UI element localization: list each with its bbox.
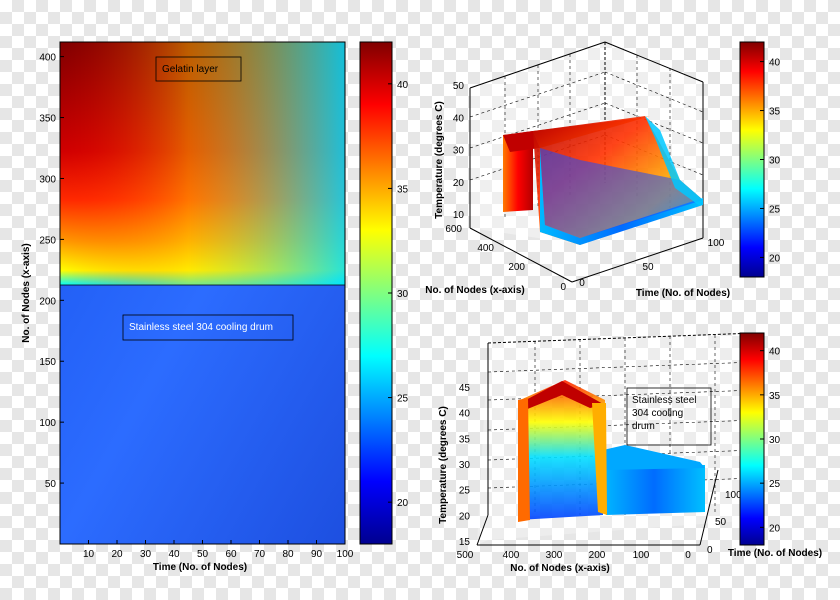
plot3-xtick-label: 200 — [589, 550, 606, 561]
plot2-xtick-label: 600 — [445, 224, 462, 235]
plot2-xtick-label: 200 — [508, 262, 525, 273]
plot2-ztick-label: 40 — [453, 113, 465, 124]
plot3-label-box — [626, 387, 712, 446]
colorbar-tick-label: 40 — [397, 80, 409, 91]
colorbar-tick-label: 25 — [769, 204, 781, 215]
heatmap-xtick-label: 20 — [111, 549, 123, 560]
heatmap-xlabel: Time (No. of Nodes) — [153, 562, 247, 573]
plot3-ytick-label: 50 — [715, 517, 727, 528]
colorbar-tick-label: 25 — [397, 394, 409, 405]
plot3-xtick-label: 0 — [685, 550, 691, 561]
plot3-xtick-label: 300 — [546, 550, 563, 561]
plot3-label-line3: drum — [632, 421, 655, 432]
colorbar-tick-label: 30 — [397, 289, 409, 300]
colorbar-top: 20 25 30 35 40 — [739, 41, 781, 278]
gelatin-label: Gelatin layer — [162, 64, 219, 75]
heatmap-plot: 10 20 30 40 50 60 70 80 90 100 50 100 150 200 250 300 3… — [21, 41, 354, 573]
steel-label: Stainless steel 304 cooling drum — [129, 322, 273, 333]
plot2-ztick-label: 30 — [453, 146, 465, 157]
plot3-ytick-label: 0 — [707, 545, 713, 556]
heatmap-xtick-label: 70 — [254, 549, 266, 560]
plot3-xtick-label: 500 — [457, 550, 474, 561]
colorbar-tick-label: 35 — [397, 184, 409, 195]
colorbar-1 — [359, 41, 393, 545]
colorbar-tick-label: 20 — [769, 253, 781, 264]
plot3-ztick-label: 35 — [459, 434, 471, 445]
plot3-ztick-label: 45 — [459, 383, 471, 394]
plot2-ztick-label: 50 — [453, 81, 465, 92]
plot2-front-face — [540, 148, 703, 245]
heatmap-ytick-label: 100 — [39, 418, 56, 429]
colorbar-tick-label: 25 — [769, 479, 781, 490]
colorbar-tick-label: 30 — [769, 156, 781, 167]
surface-plot-top: 10 20 30 40 50 0 200 400 600 0 50 100 Temperature… — [425, 41, 730, 299]
plot3-zlabel: Temperature (degrees C) — [438, 406, 449, 524]
heatmap-xtick-label: 30 — [140, 549, 152, 560]
heatmap-ytick-label: 150 — [39, 357, 56, 368]
heatmap-xtick-label: 90 — [311, 549, 323, 560]
heatmap-ytick-label: 350 — [39, 114, 56, 125]
plot2-xtick-label: 0 — [560, 282, 566, 293]
plot2-ztick-label: 20 — [453, 178, 465, 189]
plot3-label-line2: 304 cooling — [632, 408, 683, 419]
plot3-label-line1: Stainless steel — [632, 395, 696, 406]
plot2-ytick-label: 50 — [642, 262, 654, 273]
colorbar-tick-label: 20 — [397, 498, 409, 509]
colorbar-tick-label: 35 — [769, 107, 781, 118]
colorbar-tick-label: 20 — [769, 523, 781, 534]
plot3-xtick-label: 400 — [503, 550, 520, 561]
plot3-ztick-label: 40 — [459, 409, 471, 420]
colorbar-tick-label: 40 — [769, 347, 781, 358]
plot3-ytick-label: 100 — [725, 490, 742, 501]
heatmap-ytick-label: 50 — [45, 479, 57, 490]
plot3-xtick-label: 100 — [633, 550, 650, 561]
plot3-ztick-label: 30 — [459, 460, 471, 471]
colorbar-tick-label: 30 — [769, 435, 781, 446]
heatmap-xtick-label: 80 — [282, 549, 294, 560]
heatmap-ytick-label: 200 — [39, 296, 56, 307]
gelatin-label-box — [155, 56, 242, 82]
heatmap-ytick-label: 300 — [39, 174, 56, 185]
plot2-ytick-label: 100 — [708, 238, 725, 249]
plot3-steel-face — [603, 465, 705, 515]
heatmap-xtick-label: 50 — [197, 549, 209, 560]
plot2-ztick-label: 10 — [453, 210, 465, 221]
heatmap-xtick-label: 100 — [337, 549, 354, 560]
plot3-ztick-label: 15 — [459, 537, 471, 548]
plot3-ztick-label: 20 — [459, 511, 471, 522]
colorbar-tick-label: 40 — [769, 58, 781, 69]
heatmap-xtick-label: 60 — [225, 549, 237, 560]
heatmap-xtick-label: 10 — [83, 549, 95, 560]
plot3-ridge-front — [518, 380, 605, 520]
plot2-xtick-label: 400 — [477, 243, 494, 254]
heatmap-ytick-label: 250 — [39, 235, 56, 246]
plot3-xlabel: No. of Nodes (x-axis) — [510, 563, 609, 574]
plot2-ylabel: Time (No. of Nodes) — [636, 288, 730, 299]
heatmap-xtick-label: 40 — [168, 549, 180, 560]
plot2-xlabel: No. of Nodes (x-axis) — [425, 285, 524, 296]
plot3-ylabel: Time (No. of Nodes) — [728, 548, 822, 559]
colorbar-tick-label: 35 — [769, 391, 781, 402]
plot3-ztick-label: 25 — [459, 486, 471, 497]
steel-label-box — [122, 314, 294, 341]
plot2-ytick-label: 0 — [579, 278, 585, 289]
heatmap-ytick-label: 400 — [39, 53, 56, 64]
heatmap-colorbar: 20 25 30 35 40 — [359, 41, 409, 545]
colorbar-bottom: 20 25 30 35 40 — [739, 332, 781, 546]
plot2-zlabel: Temperature (degrees C) — [434, 101, 445, 219]
gelatin-fade — [60, 42, 345, 285]
surface-plot-bottom: Stainless steel 304 cooling drum 15 20 25 3… — [438, 332, 822, 574]
heatmap-ylabel: No. of Nodes (x-axis) — [21, 243, 32, 342]
